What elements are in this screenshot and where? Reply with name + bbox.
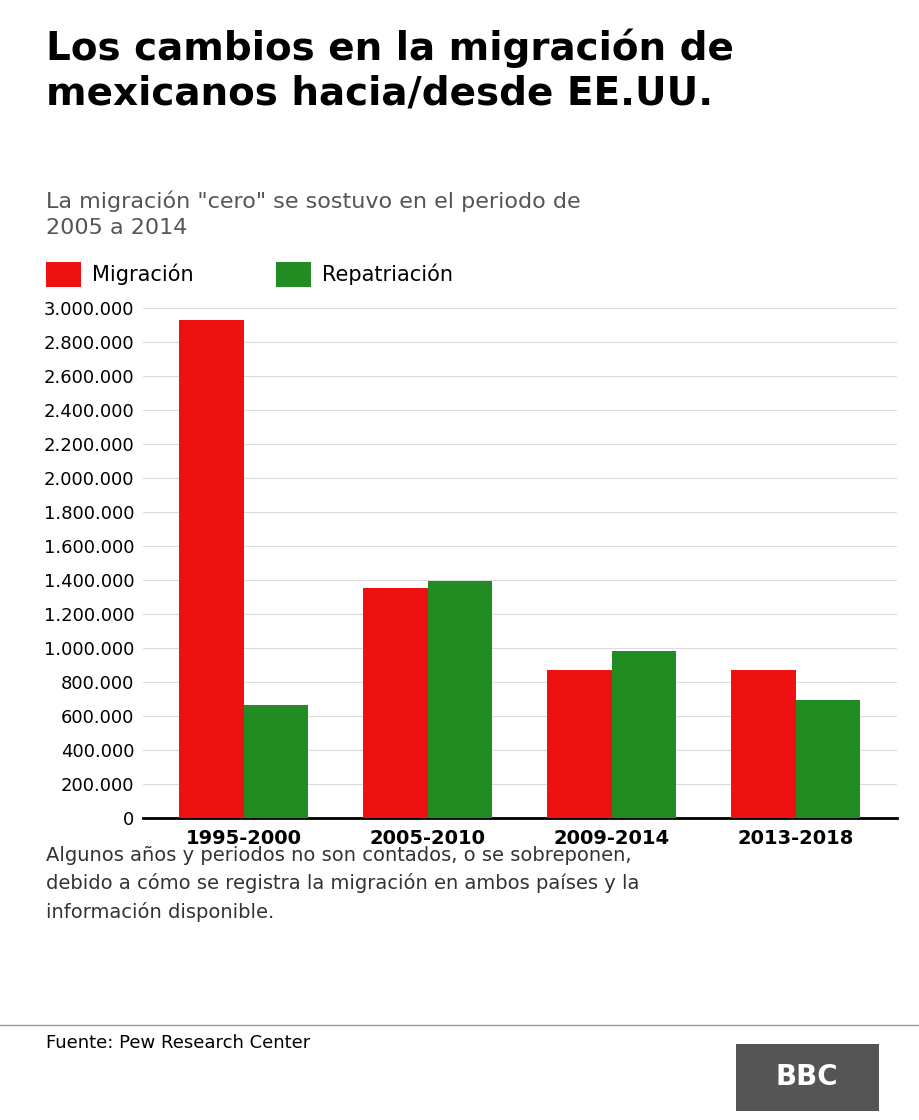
- Bar: [795, 700, 859, 818]
- Bar: [179, 320, 244, 818]
- Text: Algunos años y periodos no son contados, o se sobreponen,
debido a cómo se regis: Algunos años y periodos no son contados,…: [46, 846, 639, 922]
- Bar: [731, 670, 795, 818]
- Bar: [427, 581, 492, 818]
- Bar: [363, 588, 427, 818]
- Text: BBC: BBC: [775, 1064, 838, 1091]
- Bar: [611, 651, 675, 818]
- Text: Fuente: Pew Research Center: Fuente: Pew Research Center: [46, 1034, 310, 1052]
- Text: Migración: Migración: [92, 263, 193, 286]
- Text: Los cambios en la migración de
mexicanos hacia/desde EE.UU.: Los cambios en la migración de mexicanos…: [46, 28, 733, 113]
- Text: Repatriación: Repatriación: [322, 263, 452, 286]
- Text: La migración "cero" se sostuvo en el periodo de
2005 a 2014: La migración "cero" se sostuvo en el per…: [46, 190, 580, 239]
- Bar: [547, 670, 611, 818]
- Bar: [244, 706, 308, 818]
